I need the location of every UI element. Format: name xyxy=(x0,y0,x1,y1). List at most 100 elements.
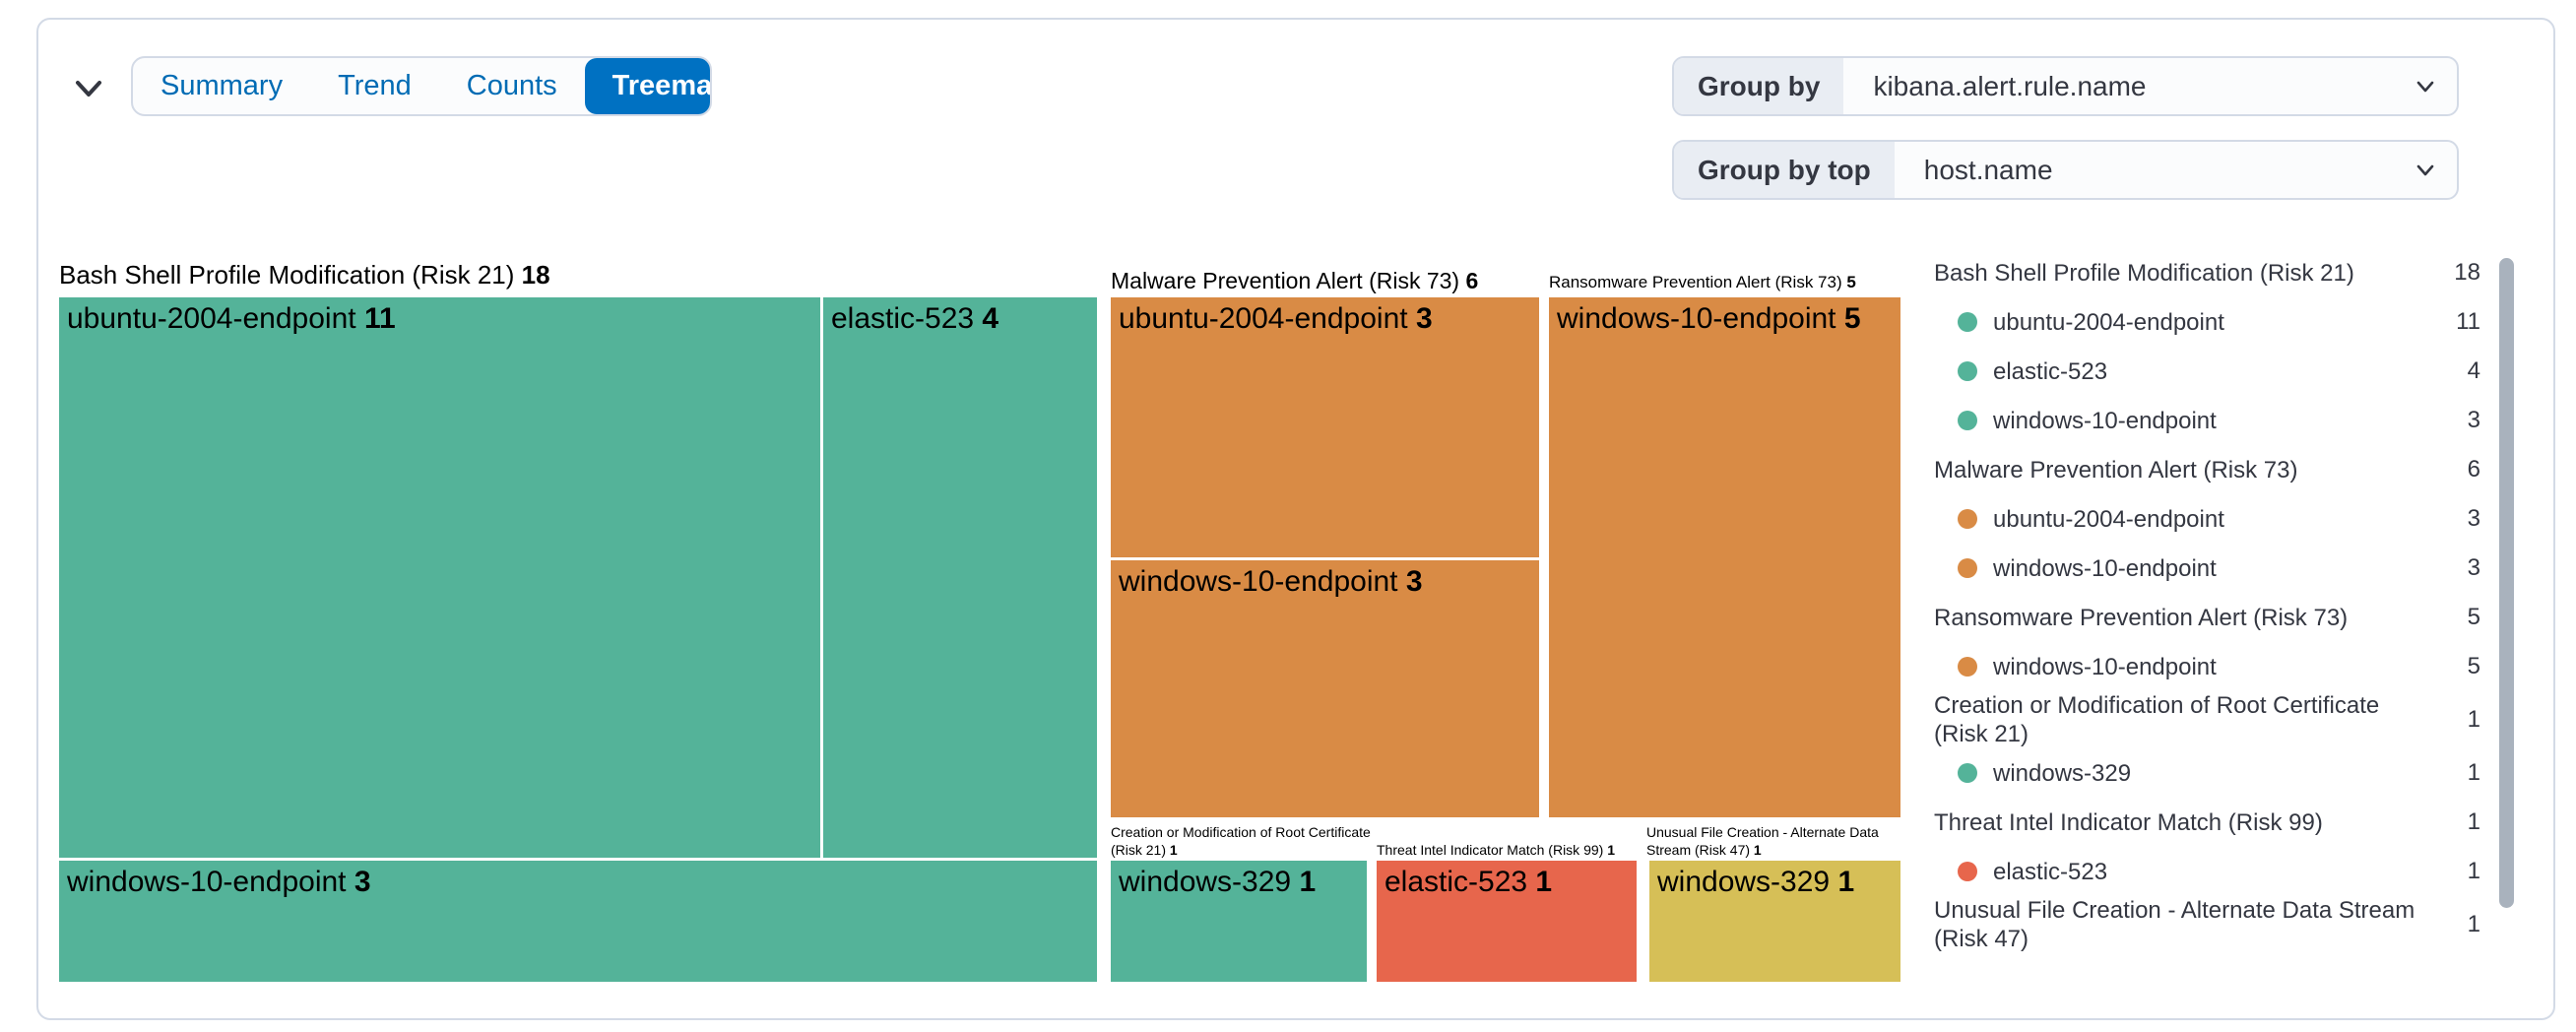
group-header-label: Creation or Modification of Root Certifi… xyxy=(1111,824,1371,858)
legend-item-row[interactable]: elastic-523 4 xyxy=(1934,347,2481,396)
legend-count: 1 xyxy=(2467,911,2480,937)
treemap-cell[interactable]: windows-10-endpoint 3 xyxy=(59,861,1097,982)
group-by-label: Group by xyxy=(1674,58,1844,114)
legend-scrollbar-thumb[interactable] xyxy=(2499,258,2514,908)
legend-label: elastic-523 xyxy=(1993,357,2108,385)
legend-group-row[interactable]: Ransomware Prevention Alert (Risk 73) 5 xyxy=(1934,593,2481,642)
cell-label: windows-10-endpoint xyxy=(1119,565,1398,598)
legend-dot-icon xyxy=(1958,312,1977,332)
tab-counts[interactable]: Counts xyxy=(466,70,557,101)
cell-label: windows-329 xyxy=(1657,866,1831,898)
treemap-group-header: Unusual File Creation - Alternate Data S… xyxy=(1646,823,1906,859)
cell-label: elastic-523 xyxy=(831,302,975,335)
legend-label: windows-329 xyxy=(1993,759,2132,787)
legend-count: 3 xyxy=(2467,554,2480,581)
treemap-legend: Bash Shell Profile Modification (Risk 21… xyxy=(1934,248,2481,953)
tab-summary[interactable]: Summary xyxy=(161,70,284,101)
treemap-group-header: Malware Prevention Alert (Risk 73) 6 xyxy=(1111,268,1478,294)
legend-count: 1 xyxy=(2467,858,2480,884)
legend-dot-icon xyxy=(1958,361,1977,381)
legend-label: elastic-523 xyxy=(1993,858,2108,885)
legend-count: 1 xyxy=(2467,759,2480,786)
group-by-top-select[interactable]: Group by top host.name xyxy=(1672,140,2459,200)
legend-count: 3 xyxy=(2467,505,2480,532)
legend-group-row[interactable]: Unusual File Creation - Alternate Data S… xyxy=(1934,896,2481,953)
legend-count: 1 xyxy=(2467,706,2480,733)
legend-group-row[interactable]: Bash Shell Profile Modification (Risk 21… xyxy=(1934,248,2481,297)
chevron-down-icon xyxy=(2394,58,2457,114)
group-header-total: 1 xyxy=(1607,842,1615,858)
cell-label: ubuntu-2004-endpoint xyxy=(1119,302,1408,335)
group-by-value: kibana.alert.rule.name xyxy=(1873,70,2147,101)
treemap-cell[interactable]: windows-329 1 xyxy=(1649,861,1900,982)
group-header-label: Malware Prevention Alert (Risk 73) xyxy=(1111,268,1460,293)
cell-label: windows-10-endpoint xyxy=(67,866,347,898)
chevron-down-icon xyxy=(2394,142,2457,198)
treemap-cell[interactable]: windows-329 1 xyxy=(1111,861,1367,982)
treemap-group-header: Ransomware Prevention Alert (Risk 73) 5 xyxy=(1549,273,1856,292)
treemap-cell[interactable]: elastic-523 1 xyxy=(1377,861,1637,982)
collapse-panel-button[interactable] xyxy=(69,69,108,108)
legend-item-row[interactable]: ubuntu-2004-endpoint 3 xyxy=(1934,494,2481,544)
group-header-total: 6 xyxy=(1465,268,1479,293)
legend-dot-icon xyxy=(1958,558,1977,578)
legend-label: windows-10-endpoint xyxy=(1993,407,2217,434)
legend-label: Bash Shell Profile Modification (Risk 21… xyxy=(1934,259,2354,287)
legend-label: Threat Intel Indicator Match (Risk 99) xyxy=(1934,808,2323,836)
legend-count: 4 xyxy=(2467,357,2480,384)
group-by-top-label: Group by top xyxy=(1674,142,1895,198)
cell-value: 4 xyxy=(982,302,999,335)
treemap-cell[interactable]: windows-10-endpoint 5 xyxy=(1549,297,1900,817)
group-header-total: 5 xyxy=(1846,273,1856,291)
treemap-cell[interactable]: windows-10-endpoint 3 xyxy=(1111,560,1539,817)
group-header-label: Ransomware Prevention Alert (Risk 73) xyxy=(1549,273,1842,291)
group-header-total: 1 xyxy=(1753,842,1762,858)
legend-label: ubuntu-2004-endpoint xyxy=(1993,505,2224,533)
legend-dot-icon xyxy=(1958,509,1977,529)
legend-dot-icon xyxy=(1958,763,1977,783)
treemap-cell[interactable]: elastic-523 4 xyxy=(823,297,1097,858)
cell-value: 1 xyxy=(1837,866,1855,898)
legend-count: 5 xyxy=(2467,653,2480,679)
treemap-cell[interactable]: ubuntu-2004-endpoint 3 xyxy=(1111,297,1539,557)
legend-item-row[interactable]: ubuntu-2004-endpoint 11 xyxy=(1934,297,2481,347)
cell-value: 3 xyxy=(1415,302,1433,335)
group-header-label: Threat Intel Indicator Match (Risk 99) xyxy=(1377,842,1604,858)
legend-label: Unusual File Creation - Alternate Data S… xyxy=(1934,897,2415,952)
tab-treemap[interactable]: Treemap xyxy=(584,58,710,114)
legend-dot-icon xyxy=(1958,862,1977,881)
legend-label: Creation or Modification of Root Certifi… xyxy=(1934,692,2380,747)
legend-count: 6 xyxy=(2467,456,2480,483)
legend-group-row[interactable]: Creation or Modification of Root Certifi… xyxy=(1934,691,2481,748)
cell-value: 1 xyxy=(1535,866,1553,898)
group-header-total: 1 xyxy=(1169,842,1178,858)
legend-item-row[interactable]: windows-10-endpoint 3 xyxy=(1934,396,2481,445)
legend-count: 3 xyxy=(2467,407,2480,433)
tab-trend[interactable]: Trend xyxy=(338,70,412,101)
legend-item-row[interactable]: windows-10-endpoint 5 xyxy=(1934,642,2481,691)
group-header-label: Unusual File Creation - Alternate Data S… xyxy=(1646,824,1879,858)
legend-dot-icon xyxy=(1958,657,1977,677)
cell-value: 3 xyxy=(354,866,371,898)
legend-dot-icon xyxy=(1958,411,1977,430)
treemap-group-header: Creation or Modification of Root Certifi… xyxy=(1111,823,1386,859)
cell-value: 1 xyxy=(1299,866,1317,898)
chevron-down-icon xyxy=(76,81,101,97)
group-by-top-value: host.name xyxy=(1923,154,2053,185)
legend-item-row[interactable]: windows-10-endpoint 3 xyxy=(1934,544,2481,593)
treemap-cell[interactable]: ubuntu-2004-endpoint 11 xyxy=(59,297,820,858)
legend-group-row[interactable]: Malware Prevention Alert (Risk 73) 6 xyxy=(1934,445,2481,494)
cell-value: 11 xyxy=(363,302,396,335)
legend-label: windows-10-endpoint xyxy=(1993,653,2217,680)
group-by-select[interactable]: Group by kibana.alert.rule.name xyxy=(1672,56,2459,116)
legend-count: 18 xyxy=(2454,259,2480,286)
legend-item-row[interactable]: windows-329 1 xyxy=(1934,748,2481,798)
treemap-group-header: Bash Shell Profile Modification (Risk 21… xyxy=(59,260,550,290)
legend-group-row[interactable]: Threat Intel Indicator Match (Risk 99) 1 xyxy=(1934,798,2481,847)
legend-item-row[interactable]: elastic-523 1 xyxy=(1934,847,2481,896)
cell-label: windows-329 xyxy=(1119,866,1292,898)
legend-label: Ransomware Prevention Alert (Risk 73) xyxy=(1934,604,2349,631)
group-header-total: 18 xyxy=(521,260,550,290)
cell-value: 5 xyxy=(1843,302,1861,335)
